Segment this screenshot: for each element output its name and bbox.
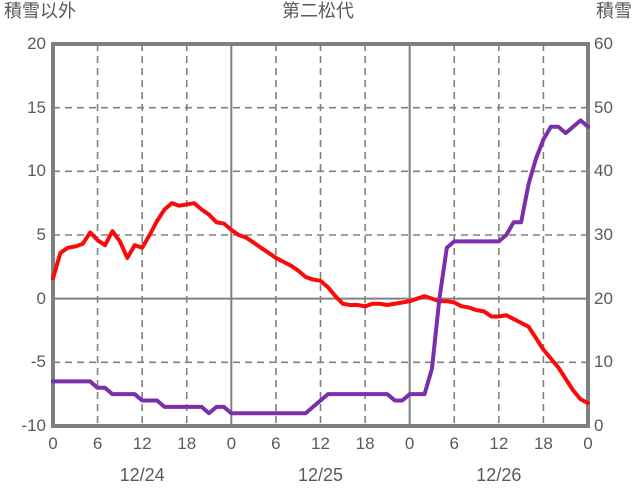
left-axis-title: 積雪以外 bbox=[4, 1, 76, 21]
x-axis-tick-label: 12 bbox=[489, 434, 509, 453]
x-axis-tick-label: 18 bbox=[355, 434, 375, 453]
x-axis-tick-label: 0 bbox=[583, 434, 593, 453]
y-axis-right-tick-label: 40 bbox=[594, 161, 613, 181]
y-axis-left-tick-label: -10 bbox=[21, 416, 46, 435]
y-axis-right-tick-label: 10 bbox=[594, 352, 613, 372]
y-axis-right-tick-label: 20 bbox=[594, 288, 613, 308]
x-axis-tick-label: 6 bbox=[92, 434, 103, 453]
x-axis-day-label: 12/25 bbox=[297, 465, 344, 485]
grid-layer bbox=[53, 44, 588, 426]
x-axis-day-label: 12/24 bbox=[119, 465, 165, 485]
y-axis-right-tick-label: 0 bbox=[594, 416, 604, 435]
series-line-snow-depth bbox=[51, 118, 590, 416]
y-axis-left-tick-label: 20 bbox=[27, 34, 46, 53]
x-axis-tick-label: 0 bbox=[226, 434, 237, 453]
y-axis-left-tick-label: 10 bbox=[27, 161, 46, 181]
y-axis-right-tick-label: 30 bbox=[594, 225, 613, 244]
y-axis-left-tick-label: 5 bbox=[36, 225, 46, 244]
x-axis-day-label: 12/26 bbox=[476, 465, 522, 485]
y-axis-right-tick-label: 50 bbox=[594, 97, 613, 117]
x-axis-tick-label: 0 bbox=[48, 434, 58, 453]
x-axis-tick-label: 0 bbox=[404, 434, 415, 453]
axis-frame bbox=[51, 42, 590, 428]
page-title: 第二松代 bbox=[282, 1, 354, 21]
series-line-temperature bbox=[51, 201, 590, 406]
x-axis-tick-label: 12 bbox=[311, 434, 330, 453]
right-axis-title: 積雪 bbox=[596, 1, 632, 21]
y-axis-right-tick-label: 60 bbox=[594, 34, 613, 53]
series-layer bbox=[51, 118, 590, 416]
plot-frame bbox=[51, 42, 590, 428]
x-axis-tick-label: 6 bbox=[271, 434, 281, 453]
x-axis-tick-label: 18 bbox=[533, 434, 553, 453]
x-axis-tick-label: 6 bbox=[449, 434, 459, 453]
x-axis-tick-label: 12 bbox=[132, 434, 152, 453]
y-axis-left-tick-label: -5 bbox=[30, 352, 46, 372]
x-axis-tick-label: 18 bbox=[177, 434, 197, 453]
y-axis-left-tick-label: 0 bbox=[36, 288, 46, 308]
y-axis-left-tick-label: 15 bbox=[27, 97, 46, 117]
